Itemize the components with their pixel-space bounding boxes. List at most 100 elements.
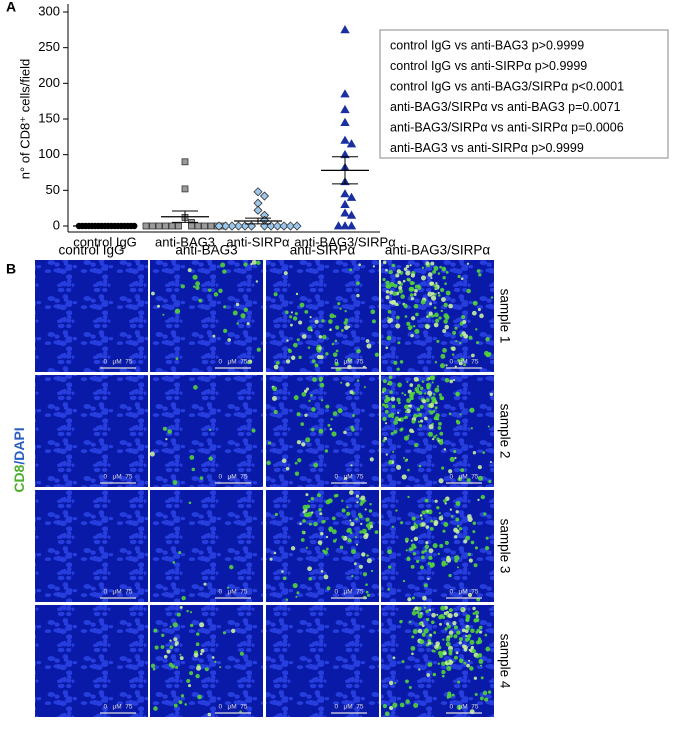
cd8-signal	[448, 469, 453, 474]
cd8-signal	[327, 498, 333, 504]
cd8-signal	[471, 353, 475, 358]
cd8-signal	[395, 509, 398, 512]
cd8-signal	[451, 693, 455, 697]
cd8-signal	[308, 576, 313, 581]
data-point	[220, 221, 231, 231]
data-point	[279, 221, 289, 231]
cd8-signal	[387, 380, 393, 386]
cd8-signal	[430, 261, 435, 266]
cd8-signal	[169, 645, 174, 650]
cd8-signal	[363, 534, 369, 540]
cd8-signal	[295, 595, 298, 598]
cd8-signal	[408, 620, 412, 624]
cd8-signal	[433, 283, 436, 287]
cd8-signal	[301, 334, 307, 339]
cd8-signal	[451, 346, 456, 352]
cd8-signal	[440, 605, 446, 611]
cd8-signal	[421, 624, 425, 628]
cd8-signal	[347, 538, 352, 543]
cd8-signal	[425, 324, 430, 330]
cd8-signal	[397, 401, 401, 405]
cd8-signal	[434, 312, 439, 318]
cd8-signal	[442, 529, 446, 533]
cd8-signal	[427, 291, 433, 297]
cd8-signal	[311, 511, 314, 514]
cd8-signal	[320, 399, 324, 402]
cd8-signal	[468, 335, 473, 340]
cd8-signal	[428, 555, 433, 560]
cd8-signal	[361, 528, 367, 534]
cd8-signal	[435, 318, 440, 323]
cd8-signal	[324, 449, 329, 453]
cd8-signal	[290, 311, 293, 314]
cd8-signal	[319, 382, 325, 388]
data-point	[181, 158, 189, 166]
cd8-signal	[358, 564, 363, 569]
cd8-signal	[220, 262, 226, 268]
cd8-signal	[403, 456, 406, 459]
cd8-signal	[449, 379, 454, 384]
cd8-signal	[390, 396, 396, 402]
cd8-signal	[422, 595, 427, 601]
cd8-signal	[207, 288, 212, 292]
cd8-signal	[188, 684, 192, 688]
cd8-signal	[390, 432, 394, 435]
cd8-signal	[479, 664, 483, 667]
cd8-signal	[285, 598, 289, 601]
scale-bar-label: 0 μM 75	[103, 704, 132, 711]
cd8-signal	[322, 334, 327, 340]
comparison: control IgG vs anti-BAG3/SIRPα p<0.0001	[390, 79, 624, 93]
cd8-signal	[348, 490, 354, 495]
cd8-signal	[413, 376, 419, 382]
cd8-signal	[301, 391, 307, 397]
cd8-signal	[468, 649, 471, 652]
cd8-signal	[443, 448, 447, 451]
cd8-signal	[385, 289, 390, 294]
cd8-signal	[453, 450, 457, 454]
cd8-signal	[442, 329, 447, 333]
cd8-signal	[169, 625, 172, 628]
cd8-signal	[468, 558, 473, 563]
cd8-signal	[389, 390, 393, 394]
cd8-signal	[440, 514, 444, 517]
cd8-signal	[432, 543, 438, 549]
cd8-signal	[393, 429, 398, 434]
cd8-signal	[475, 618, 480, 623]
cd8-signal	[355, 517, 358, 521]
cd8-signal	[430, 562, 435, 568]
cd8-signal	[417, 628, 423, 634]
cd8-signal	[328, 319, 333, 324]
x-tick-label: anti-BAG3/SIRPα	[294, 234, 396, 249]
cd8-signal	[208, 428, 212, 432]
cd8-signal	[302, 504, 308, 510]
scale-bar-label: 0 μM 75	[334, 589, 363, 596]
cd8-signal	[452, 379, 456, 382]
cd8-signal	[213, 292, 219, 297]
cd8-signal	[222, 631, 226, 635]
cd8-signal	[347, 357, 352, 362]
cd8-signal	[453, 655, 458, 660]
cd8-signal	[466, 288, 471, 294]
cd8-signal	[433, 393, 436, 396]
cd8-signal	[444, 502, 447, 505]
cd8-signal	[403, 267, 408, 271]
cd8-signal	[438, 478, 444, 484]
cd8-signal	[435, 641, 440, 647]
cd8-signal	[426, 382, 431, 388]
cd8-signal	[412, 324, 416, 328]
cd8-signal	[458, 527, 463, 531]
cd8-signal	[410, 646, 416, 651]
cd8-signal	[437, 552, 441, 556]
cd8-signal	[404, 537, 409, 542]
cd8-signal	[450, 515, 454, 518]
cd8-signal	[483, 512, 487, 516]
cd8-signal	[230, 628, 236, 634]
cd8-signal	[453, 612, 459, 618]
cd8-signal	[387, 565, 392, 569]
cd8-signal	[413, 292, 417, 296]
cd8-signal	[361, 552, 366, 557]
data-point	[253, 205, 263, 215]
cd8-signal	[311, 359, 316, 363]
scale-bar-label: 0 μM 75	[103, 359, 132, 366]
cd8-signal	[179, 605, 183, 609]
